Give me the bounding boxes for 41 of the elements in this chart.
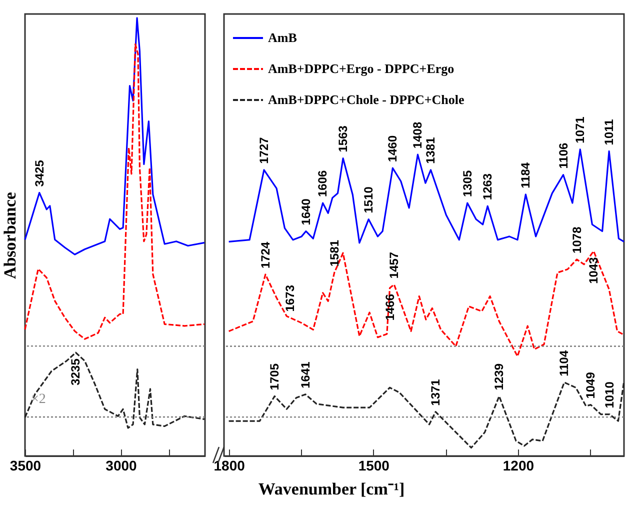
annotation: 1581 [327, 240, 342, 267]
annotation: 1071 [573, 116, 588, 144]
annotation: 1563 [336, 125, 350, 152]
annotation: 1078 [570, 226, 584, 254]
legend-label: AmB+DPPC+Ergo - DPPC+Ergo [268, 61, 454, 76]
annotation: 3235 [68, 358, 83, 386]
annotation: 1305 [460, 170, 474, 198]
annotation: 1673 [283, 284, 298, 312]
legend-label: AmB+DPPC+Chole - DPPC+Chole [268, 92, 464, 107]
annotation: 1371 [428, 378, 443, 406]
annotation: 1104 [557, 350, 572, 376]
x-tick-label: 1500 [358, 458, 390, 474]
annotation: 1049 [584, 372, 598, 399]
annotation: 1408 [410, 122, 425, 149]
annotation: 1641 [298, 361, 312, 388]
annotation: 1106 [556, 142, 570, 169]
annotation: 1043 [586, 256, 601, 284]
annotation: 1457 [387, 252, 402, 279]
annotation: 1705 [268, 363, 282, 390]
annotation: 1263 [480, 173, 495, 200]
y-axis-title: Absorbance [0, 192, 20, 279]
annotation: 1466 [382, 294, 397, 321]
annotation: 1727 [257, 136, 271, 164]
annotation: 1239 [492, 363, 506, 390]
x-tick-label: 1200 [502, 458, 534, 474]
annotation: 1510 [362, 186, 376, 214]
annotation: 1640 [298, 198, 313, 226]
annotation: 1184 [518, 162, 533, 188]
annotation: 1606 [315, 170, 330, 198]
x-axis-title: Wavenumber [cm⁻¹] [258, 480, 405, 498]
annotation: 1724 [258, 241, 272, 268]
x-tick-label: 1800 [214, 458, 246, 474]
legend-label: AmB [268, 30, 298, 45]
x-tick-label: 3500 [10, 458, 42, 474]
annotation: 1381 [424, 136, 438, 164]
annotation: 1011 [602, 118, 616, 146]
annotation: 1460 [386, 135, 400, 162]
annotation: 3425 [32, 160, 46, 187]
annotation: 1010 [602, 381, 617, 408]
x-tick-label: 3000 [106, 458, 138, 474]
annotation: ×2 [31, 392, 46, 407]
